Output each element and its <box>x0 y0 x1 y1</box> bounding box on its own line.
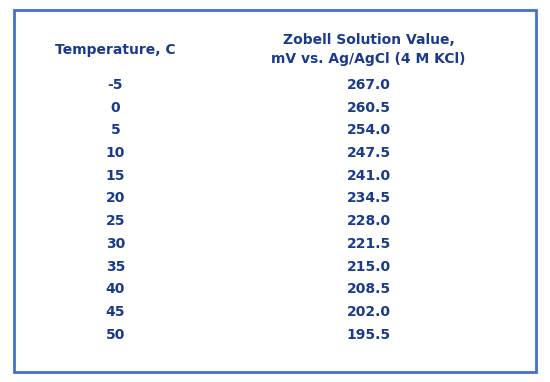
Text: 50: 50 <box>106 328 125 342</box>
Text: 10: 10 <box>106 146 125 160</box>
Text: 40: 40 <box>106 282 125 296</box>
Text: 202.0: 202.0 <box>346 305 390 319</box>
Text: 221.5: 221.5 <box>346 237 390 251</box>
Text: 267.0: 267.0 <box>346 78 390 92</box>
Text: Temperature, C: Temperature, C <box>55 44 176 57</box>
Text: 35: 35 <box>106 260 125 274</box>
Text: 30: 30 <box>106 237 125 251</box>
FancyBboxPatch shape <box>14 10 536 372</box>
Text: 215.0: 215.0 <box>346 260 390 274</box>
Text: 0: 0 <box>111 100 120 115</box>
Text: 241.0: 241.0 <box>346 169 390 183</box>
Text: 15: 15 <box>106 169 125 183</box>
Text: 247.5: 247.5 <box>346 146 390 160</box>
Text: 260.5: 260.5 <box>346 100 390 115</box>
Text: 5: 5 <box>111 123 120 137</box>
Text: mV vs. Ag/AgCl (4 M KCl): mV vs. Ag/AgCl (4 M KCl) <box>271 52 466 66</box>
Text: 25: 25 <box>106 214 125 228</box>
Text: -5: -5 <box>108 78 123 92</box>
Text: 20: 20 <box>106 191 125 206</box>
Text: 195.5: 195.5 <box>346 328 390 342</box>
Text: 234.5: 234.5 <box>346 191 390 206</box>
Text: 228.0: 228.0 <box>346 214 390 228</box>
Text: 45: 45 <box>106 305 125 319</box>
Text: 208.5: 208.5 <box>346 282 390 296</box>
Text: Zobell Solution Value,: Zobell Solution Value, <box>283 33 454 47</box>
Text: 254.0: 254.0 <box>346 123 390 137</box>
